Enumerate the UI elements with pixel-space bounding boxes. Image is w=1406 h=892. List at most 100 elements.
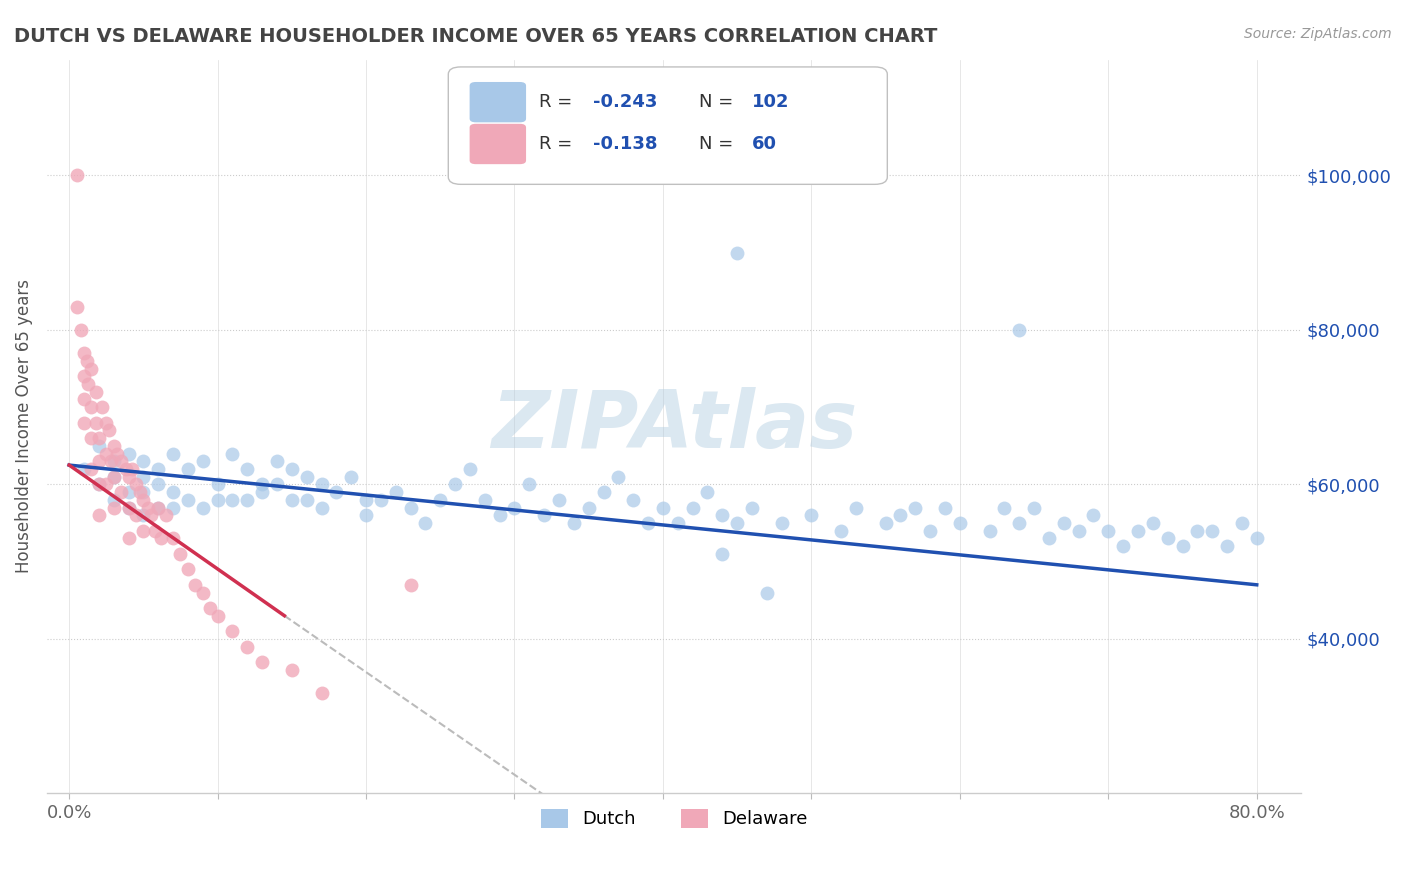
Point <box>132 524 155 538</box>
Point <box>132 485 155 500</box>
Point <box>87 454 110 468</box>
Point <box>114 462 136 476</box>
Point <box>236 640 259 654</box>
Point <box>103 500 125 515</box>
Point <box>207 492 229 507</box>
Text: R =: R = <box>538 93 578 112</box>
Point <box>517 477 540 491</box>
Point <box>100 454 122 468</box>
Point <box>105 446 128 460</box>
Point <box>162 446 184 460</box>
Point <box>548 492 571 507</box>
Point <box>1201 524 1223 538</box>
Point <box>711 547 734 561</box>
Point <box>132 492 155 507</box>
Point <box>80 462 103 476</box>
Point <box>84 416 107 430</box>
Point <box>96 416 118 430</box>
Point <box>98 423 121 437</box>
Point <box>103 469 125 483</box>
Point <box>132 454 155 468</box>
Point <box>177 462 200 476</box>
Point <box>76 354 98 368</box>
Point <box>340 469 363 483</box>
Point <box>399 578 422 592</box>
Point <box>162 500 184 515</box>
Point <box>80 361 103 376</box>
Point <box>221 446 243 460</box>
Point <box>311 686 333 700</box>
Point <box>103 469 125 483</box>
Point <box>652 500 675 515</box>
Point <box>250 655 273 669</box>
Point <box>311 500 333 515</box>
Point <box>184 578 207 592</box>
Point <box>250 477 273 491</box>
Point <box>800 508 823 523</box>
Point <box>65 300 87 314</box>
Point <box>637 516 659 530</box>
Point <box>117 500 139 515</box>
Legend: Dutch, Delaware: Dutch, Delaware <box>533 802 815 836</box>
Point <box>266 454 288 468</box>
Point <box>1022 500 1045 515</box>
Point <box>121 462 143 476</box>
Point <box>73 346 96 360</box>
Point <box>125 508 148 523</box>
Point <box>755 585 778 599</box>
Point <box>96 446 118 460</box>
Point <box>162 532 184 546</box>
Point <box>266 477 288 491</box>
Text: N =: N = <box>699 135 740 153</box>
Point <box>592 485 614 500</box>
Point <box>354 508 377 523</box>
Point <box>1083 508 1105 523</box>
Point <box>125 477 148 491</box>
Point <box>129 485 152 500</box>
Point <box>117 469 139 483</box>
Point <box>1230 516 1253 530</box>
Point <box>578 500 600 515</box>
Point <box>1053 516 1076 530</box>
Point <box>354 492 377 507</box>
Point <box>920 524 942 538</box>
Point <box>474 492 496 507</box>
Point <box>607 469 630 483</box>
Point <box>458 462 481 476</box>
Point <box>132 469 155 483</box>
FancyBboxPatch shape <box>449 67 887 185</box>
Point <box>110 485 132 500</box>
Point <box>148 500 170 515</box>
Point <box>96 477 118 491</box>
Point <box>711 508 734 523</box>
Point <box>236 462 259 476</box>
Point <box>73 392 96 407</box>
Text: 102: 102 <box>752 93 789 112</box>
Point <box>1097 524 1119 538</box>
Point <box>117 532 139 546</box>
Point <box>562 516 585 530</box>
Point <box>682 500 704 515</box>
Point <box>979 524 1001 538</box>
Point <box>370 492 392 507</box>
Point <box>845 500 868 515</box>
Point <box>132 508 155 523</box>
Point <box>148 500 170 515</box>
Point <box>1216 539 1239 553</box>
Point <box>198 601 221 615</box>
Point <box>221 492 243 507</box>
Text: -0.138: -0.138 <box>592 135 657 153</box>
Point <box>169 547 191 561</box>
Point <box>621 492 644 507</box>
Point <box>65 169 87 183</box>
Point <box>281 462 304 476</box>
Point <box>295 469 318 483</box>
Point <box>295 492 318 507</box>
Text: -0.243: -0.243 <box>592 93 657 112</box>
Point <box>143 524 166 538</box>
Y-axis label: Householder Income Over 65 years: Householder Income Over 65 years <box>15 279 32 574</box>
Point <box>207 608 229 623</box>
Point <box>533 508 555 523</box>
Point <box>889 508 911 523</box>
Point <box>80 400 103 414</box>
